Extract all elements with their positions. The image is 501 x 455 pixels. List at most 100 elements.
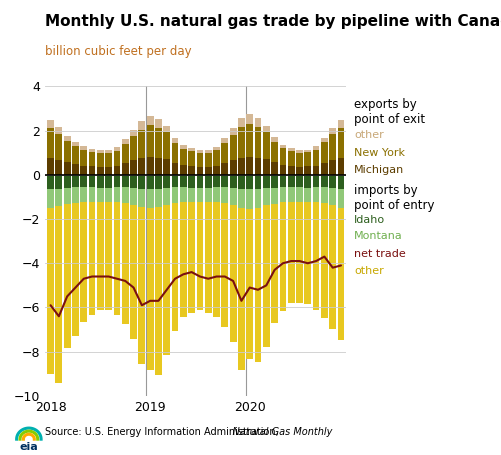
- Bar: [279, 145, 286, 148]
- Bar: [105, 150, 112, 153]
- Bar: [254, 127, 261, 158]
- Bar: [204, 167, 211, 175]
- Bar: [64, 162, 71, 175]
- Bar: [89, 187, 95, 202]
- Bar: [271, 137, 278, 142]
- Bar: [171, 187, 178, 203]
- Bar: [97, 167, 104, 175]
- Bar: [221, 138, 228, 143]
- Bar: [271, 187, 278, 203]
- Bar: [130, 205, 137, 339]
- Bar: [320, 203, 327, 318]
- Bar: [337, 128, 344, 158]
- Bar: [113, 175, 120, 187]
- Bar: [47, 128, 54, 158]
- Bar: [229, 128, 236, 135]
- Bar: [287, 175, 294, 187]
- Bar: [213, 147, 219, 150]
- Bar: [304, 202, 311, 303]
- Bar: [188, 202, 195, 313]
- Bar: [263, 132, 269, 159]
- Bar: [196, 187, 203, 202]
- Bar: [320, 175, 327, 187]
- Bar: [213, 175, 219, 187]
- Bar: [196, 175, 203, 187]
- Bar: [171, 138, 178, 142]
- Bar: [254, 207, 261, 362]
- Bar: [279, 202, 286, 311]
- Bar: [105, 167, 112, 175]
- Text: exports by
point of exit: exports by point of exit: [353, 98, 424, 126]
- Bar: [163, 132, 170, 159]
- Bar: [55, 175, 62, 188]
- Text: Source: U.S. Energy Information Administration,: Source: U.S. Energy Information Administ…: [45, 427, 282, 437]
- Bar: [47, 158, 54, 175]
- Bar: [146, 157, 153, 175]
- Bar: [337, 175, 344, 189]
- Bar: [113, 151, 120, 166]
- Text: Idaho: Idaho: [353, 215, 384, 225]
- Bar: [113, 202, 120, 314]
- Bar: [204, 150, 211, 153]
- Bar: [229, 135, 236, 160]
- Bar: [287, 202, 294, 303]
- Bar: [163, 159, 170, 175]
- Bar: [138, 175, 145, 188]
- Bar: [312, 202, 319, 310]
- Bar: [89, 167, 95, 175]
- Bar: [246, 124, 253, 157]
- Bar: [72, 187, 79, 203]
- Bar: [122, 139, 128, 144]
- Text: Monthly U.S. natural gas trade by pipeline with Canada: Monthly U.S. natural gas trade by pipeli…: [45, 14, 501, 29]
- Bar: [246, 157, 253, 175]
- Bar: [296, 153, 302, 167]
- Bar: [188, 152, 195, 166]
- Bar: [304, 187, 311, 202]
- Bar: [80, 166, 87, 175]
- Text: imports by
point of entry: imports by point of entry: [353, 184, 433, 212]
- Bar: [254, 158, 261, 175]
- Bar: [304, 167, 311, 175]
- Bar: [163, 175, 170, 188]
- Bar: [196, 153, 203, 167]
- Bar: [155, 175, 161, 188]
- Bar: [337, 189, 344, 207]
- Bar: [163, 205, 170, 355]
- Text: eia: eia: [20, 442, 38, 452]
- Bar: [72, 164, 79, 175]
- Bar: [254, 118, 261, 127]
- Bar: [72, 142, 79, 146]
- Bar: [171, 203, 178, 331]
- Bar: [229, 205, 236, 342]
- Bar: [113, 187, 120, 202]
- Bar: [55, 160, 62, 175]
- Bar: [221, 163, 228, 175]
- Bar: [296, 202, 302, 303]
- Text: other: other: [353, 130, 383, 140]
- Bar: [221, 187, 228, 203]
- Bar: [122, 203, 128, 324]
- Bar: [304, 152, 311, 167]
- Bar: [221, 203, 228, 327]
- Bar: [105, 175, 112, 187]
- Bar: [312, 150, 319, 166]
- Bar: [55, 134, 62, 160]
- Bar: [89, 152, 95, 167]
- Bar: [213, 202, 219, 317]
- Bar: [47, 175, 54, 189]
- Bar: [304, 175, 311, 187]
- Bar: [113, 166, 120, 175]
- Bar: [237, 127, 244, 157]
- Bar: [130, 187, 137, 205]
- Bar: [213, 187, 219, 202]
- Bar: [329, 188, 336, 205]
- Bar: [271, 175, 278, 187]
- Bar: [130, 130, 137, 136]
- Bar: [229, 160, 236, 175]
- Bar: [130, 161, 137, 175]
- Bar: [196, 150, 203, 153]
- Bar: [138, 121, 145, 130]
- Bar: [312, 166, 319, 175]
- Bar: [263, 126, 269, 132]
- Bar: [204, 153, 211, 167]
